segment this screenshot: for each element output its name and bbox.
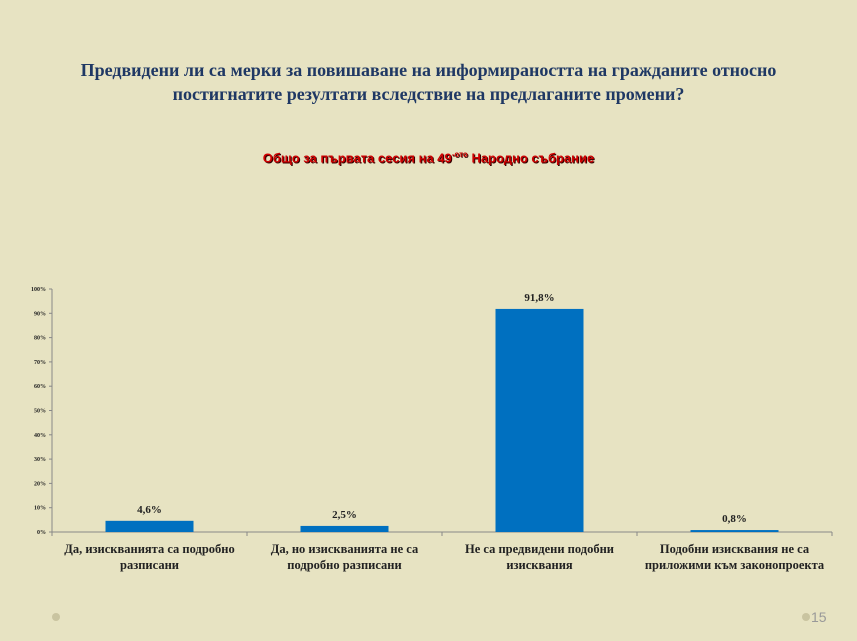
title-line: Предвидени ли са мерки за повишаване на … (80, 60, 777, 80)
value-label: 2,5% (332, 509, 357, 521)
bar (300, 525, 389, 532)
y-tick-label: 50% (34, 409, 46, 415)
x-tick-label: Да, изискванията са подробно разписани (64, 542, 235, 572)
y-tick-label: 70% (34, 360, 46, 366)
value-label: 4,6% (137, 504, 162, 516)
subtitle-part: Народно събрание (467, 150, 595, 166)
decor-dot (802, 613, 810, 621)
y-tick-label: 60% (34, 384, 46, 390)
subtitle-sup: -ото (451, 150, 468, 159)
page-number: 15 (811, 609, 827, 625)
bar (105, 520, 194, 532)
bar (495, 308, 584, 532)
value-label: 0,8% (722, 513, 747, 525)
y-tick-label: 20% (34, 481, 46, 487)
x-tick-label: Да, но изискванията не са подробно разпи… (270, 542, 419, 572)
y-tick-label: 30% (34, 457, 46, 463)
y-tick-label: 40% (34, 433, 46, 439)
bar (690, 530, 779, 532)
y-tick-label: 90% (34, 311, 46, 317)
y-tick-label: 10% (34, 506, 46, 512)
y-tick-label: 100% (31, 287, 46, 293)
y-tick-label: 80% (34, 336, 46, 342)
title: Предвидени ли са мерки за повишаване на … (0, 58, 857, 106)
title-line: постигнатите резултати вследствие на пре… (172, 84, 685, 104)
x-tick-label: Не са предвидени подобни изисквания (464, 542, 614, 572)
y-tick-label: 0% (37, 530, 46, 536)
subtitle-part: Общо за първата сесия на 49 (262, 150, 452, 166)
value-label: 91,8% (524, 292, 554, 304)
x-tick-label: Подобни изисквания не са приложими към з… (644, 542, 825, 572)
decor-dot (52, 613, 60, 621)
subtitle: Общо за първата сесия на 49-ото Народно … (0, 150, 857, 165)
